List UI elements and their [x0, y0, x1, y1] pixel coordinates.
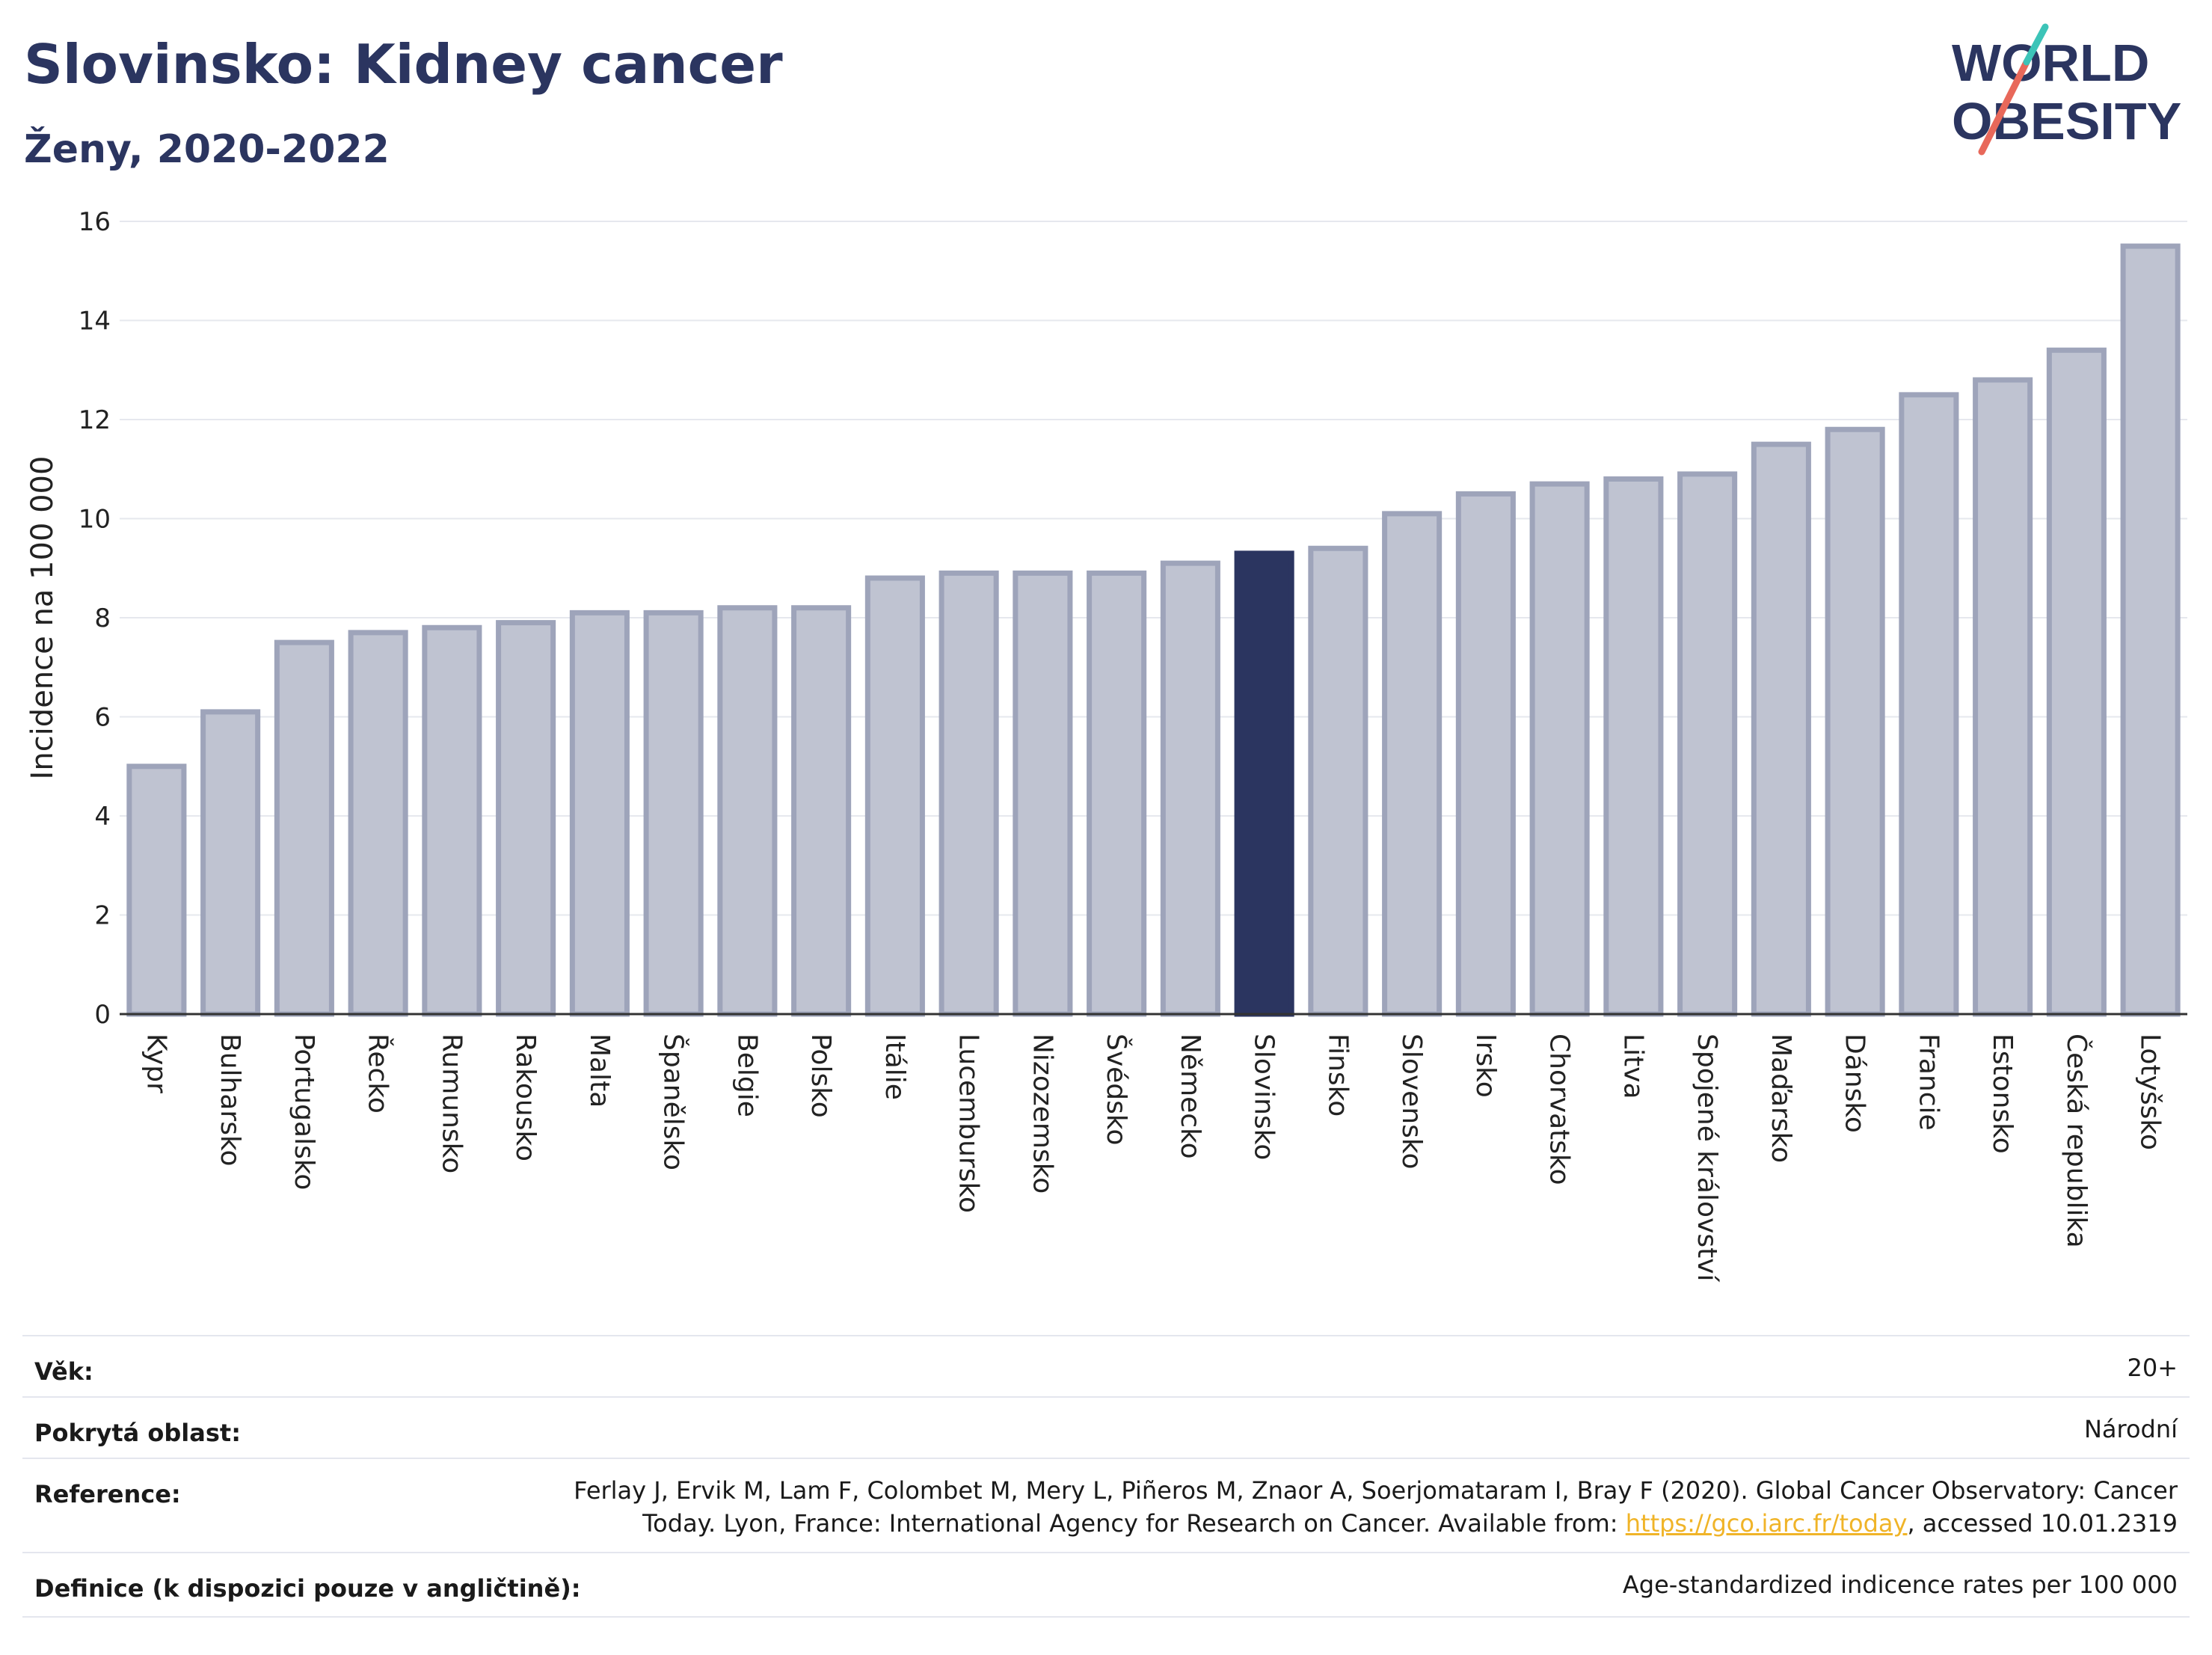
- bar: [200, 709, 261, 1017]
- x-tick-label: Maďarsko: [1766, 1034, 1796, 1163]
- y-axis-label: Incidence na 100 000: [25, 456, 60, 780]
- bar: [126, 764, 187, 1017]
- meta-row-reference: Reference: Ferlay J, Ervik M, Lam F, Col…: [22, 1458, 2190, 1553]
- y-tick-label: 16: [79, 207, 111, 237]
- bar: [348, 630, 408, 1017]
- x-tick-label: Litva: [1617, 1034, 1648, 1099]
- x-tick-label: Malta: [584, 1034, 615, 1108]
- reference-line-2-text: Today. Lyon, France: International Agenc…: [642, 1509, 1626, 1538]
- x-tick-label: Itálie: [879, 1034, 910, 1100]
- bar: [274, 639, 334, 1017]
- bar: [2046, 347, 2107, 1017]
- y-tick-label: 0: [94, 1000, 111, 1030]
- logo-slash-red: [1978, 58, 2030, 156]
- bar: [1677, 471, 1738, 1017]
- bar-chart: 0 2 4 6 8 10 12 14 16 Incidence na 100 000 Kypr Bul…: [25, 207, 2187, 1283]
- metadata-table: Věk: 20+ Pokrytá oblast: Národní Referen…: [22, 1335, 2190, 1619]
- x-tick-label: Německo: [1175, 1034, 1205, 1159]
- bar: [1308, 545, 1368, 1017]
- x-tick-label: Finsko: [1322, 1034, 1353, 1117]
- bar: [938, 570, 999, 1017]
- bar: [1603, 476, 1664, 1017]
- bar: [422, 624, 482, 1017]
- page-subtitle: Ženy, 2020-2022: [24, 127, 390, 172]
- meta-definition-value: Age-standardized indicence rates per 100…: [1622, 1570, 2178, 1599]
- bar: [1899, 392, 1959, 1017]
- x-tick-label: Švédsko: [1101, 1034, 1132, 1146]
- meta-reference-value: Ferlay J, Ervik M, Lam F, Colombet M, Me…: [574, 1474, 2178, 1540]
- bar: [1825, 426, 1885, 1017]
- x-tick-label: Slovinsko: [1249, 1034, 1279, 1160]
- bar: [1160, 560, 1220, 1017]
- meta-reference-label: Reference:: [34, 1480, 181, 1508]
- reference-accessed-text: , accessed 10.01.2319: [1907, 1509, 2178, 1538]
- meta-area-label: Pokrytá oblast:: [34, 1419, 241, 1447]
- y-tick-label: 10: [79, 505, 111, 535]
- y-tick-label: 6: [94, 703, 111, 733]
- bar: [1382, 511, 1443, 1017]
- x-tick-label: Estonsko: [1987, 1034, 2018, 1154]
- x-tick-label: Bulharsko: [215, 1034, 245, 1167]
- bar: [1087, 570, 1147, 1017]
- bar-highlight: [1234, 550, 1294, 1017]
- bar: [1751, 441, 1811, 1017]
- x-tick-label: Portugalsko: [289, 1034, 319, 1190]
- x-tick-label: Lotyšsko: [2135, 1034, 2166, 1150]
- reference-line-1: Ferlay J, Ervik M, Lam F, Colombet M, Me…: [574, 1476, 2178, 1505]
- logo-text-world: WORLD: [1952, 34, 2149, 92]
- x-tick-label: Polsko: [805, 1034, 836, 1118]
- bar: [717, 605, 778, 1017]
- bar: [1529, 481, 1590, 1017]
- x-tick-label: Rakousko: [510, 1034, 541, 1161]
- bar: [643, 610, 704, 1017]
- x-tick-label: Španělsko: [658, 1034, 689, 1170]
- meta-row-age: Věk: 20+: [22, 1335, 2190, 1398]
- bar: [2120, 243, 2181, 1017]
- bar: [791, 605, 852, 1017]
- bar: [496, 620, 556, 1017]
- bar: [569, 610, 630, 1017]
- world-obesity-logo: WORLD OBESITY: [1952, 23, 2181, 156]
- bar: [1973, 377, 2033, 1017]
- y-tick-label: 4: [94, 802, 111, 832]
- x-tick-label: Slovensko: [1396, 1034, 1427, 1170]
- y-tick-label: 8: [94, 604, 111, 633]
- bar: [864, 575, 925, 1017]
- x-tick-label: Spojené království: [1692, 1034, 1722, 1283]
- x-tick-label: Dánsko: [1840, 1034, 1870, 1133]
- x-tick-label: Nizozemsko: [1027, 1034, 1057, 1194]
- reference-line-2: Today. Lyon, France: International Agenc…: [574, 1507, 2178, 1540]
- x-tick-label: Chorvatsko: [1544, 1034, 1575, 1185]
- y-tick-label: 14: [79, 307, 111, 337]
- x-tick-label: Lucembursko: [953, 1034, 984, 1213]
- y-tick-label: 2: [94, 901, 111, 931]
- meta-row-definition: Definice (k dispozici pouze v angličtině…: [22, 1552, 2190, 1618]
- bar: [1013, 570, 1073, 1017]
- x-tick-label: Rumunsko: [436, 1034, 467, 1173]
- meta-row-area: Pokrytá oblast: Národní: [22, 1396, 2190, 1459]
- x-tick-label: Belgie: [731, 1034, 762, 1117]
- logo-slash-teal: [2023, 23, 2049, 66]
- bar: [1455, 491, 1516, 1017]
- x-tick-label: Irsko: [1470, 1034, 1501, 1098]
- meta-definition-label: Definice (k dispozici pouze v angličtině…: [34, 1574, 581, 1603]
- reference-link[interactable]: https://gco.iarc.fr/today: [1625, 1509, 1908, 1538]
- meta-age-label: Věk:: [34, 1357, 93, 1386]
- x-tick-label: Kypr: [141, 1034, 171, 1093]
- x-tick-label: Česká republika: [2061, 1034, 2092, 1248]
- x-tick-label: Francie: [1913, 1034, 1944, 1131]
- meta-age-value: 20+: [2127, 1354, 2178, 1382]
- page-title: Slovinsko: Kidney cancer: [24, 33, 783, 96]
- x-tick-label: Řecko: [363, 1034, 394, 1114]
- y-tick-label: 12: [79, 405, 111, 435]
- meta-area-value: Národní: [2083, 1415, 2178, 1443]
